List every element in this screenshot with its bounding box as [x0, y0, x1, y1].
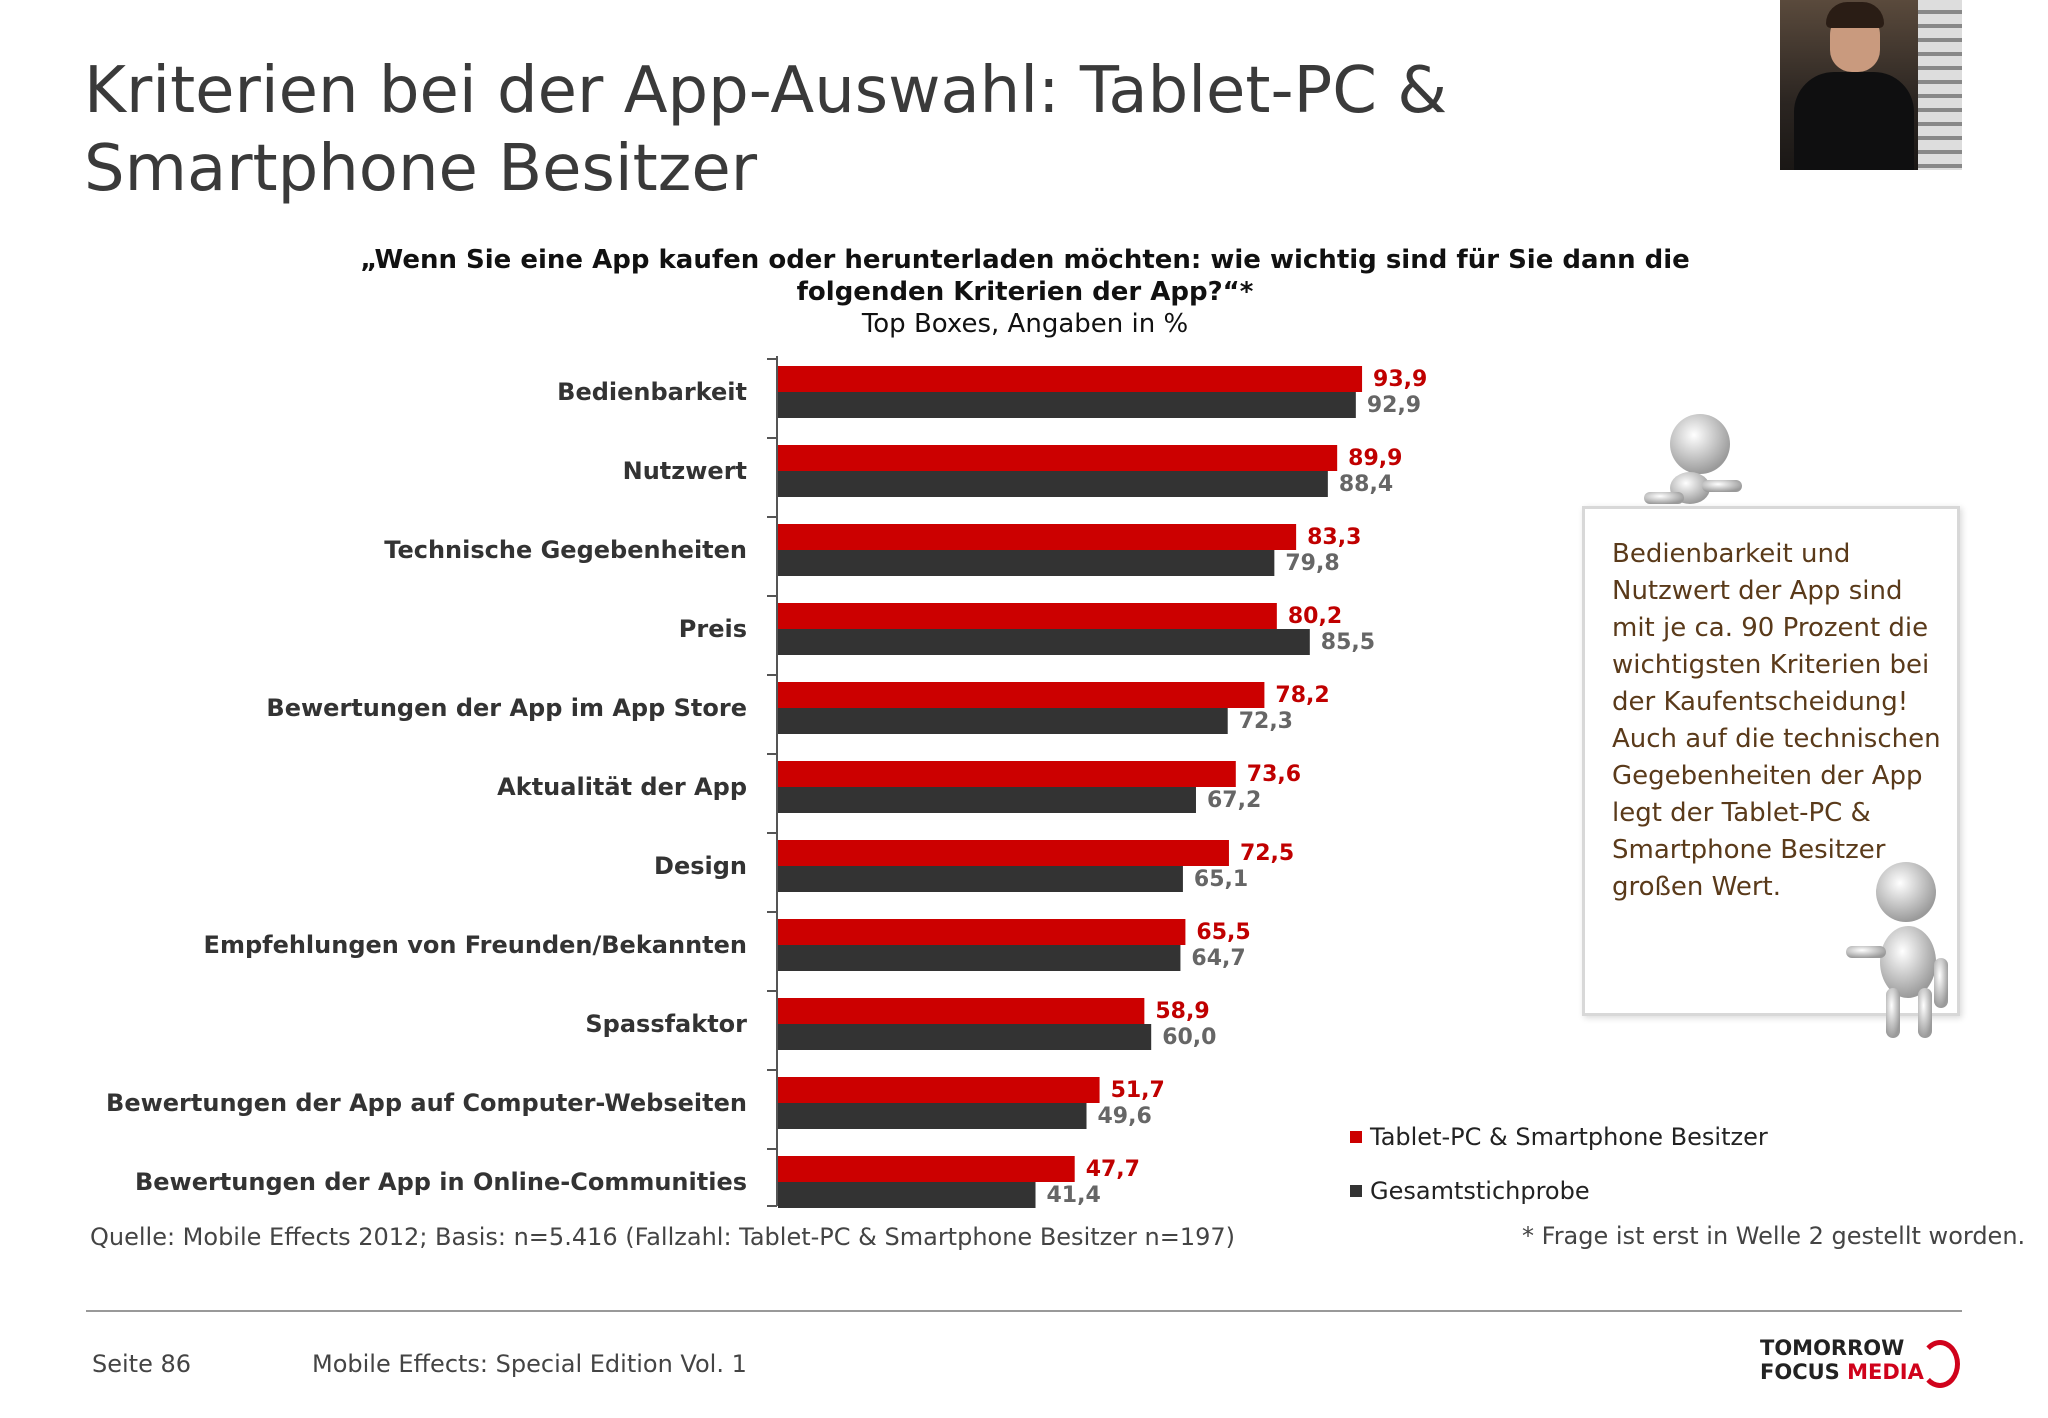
category-label: Bewertungen der App auf Computer-Webseit… [106, 1089, 747, 1117]
data-label-tablet: 89,9 [1348, 446, 1402, 471]
data-label-tablet: 58,9 [1155, 999, 1209, 1024]
page-title: Kriterien bei der App-Auswahl: Tablet-PC… [84, 54, 1448, 206]
data-label-tablet: 80,2 [1288, 604, 1342, 629]
data-label-total: 60,0 [1162, 1025, 1216, 1050]
legend-label-total: Gesamtstichprobe [1370, 1177, 1590, 1205]
figure-top-icon [1644, 414, 1742, 504]
bar-total [778, 708, 1228, 734]
data-label-total: 92,9 [1367, 393, 1421, 418]
bar-total [778, 1182, 1036, 1208]
data-label-total: 41,4 [1047, 1183, 1101, 1208]
legend-item-total: Gesamtstichprobe [1350, 1164, 1768, 1218]
bar-chart: Bedienbarkeit 93,992,9 Nutzwert 89,988,4 Tec… [106, 356, 1427, 1208]
source-note: Quelle: Mobile Effects 2012; Basis: n=5.… [90, 1223, 1235, 1251]
data-label-total: 88,4 [1339, 472, 1393, 497]
data-label-total: 67,2 [1207, 788, 1261, 813]
category-label: Bedienbarkeit [557, 378, 747, 406]
data-label-total: 65,1 [1194, 867, 1248, 892]
category-label: Preis [679, 615, 747, 643]
logo-line-1: TOMORROW [1760, 1336, 1905, 1360]
data-label-tablet: 47,7 [1086, 1157, 1140, 1182]
edition-label: Mobile Effects: Special Edition Vol. 1 [312, 1350, 747, 1378]
presenter-photo [1780, 0, 1962, 170]
legend-swatch-tablet [1350, 1131, 1362, 1143]
category-label: Bewertungen der App im App Store [266, 694, 747, 722]
category-label: Empfehlungen von Freunden/Bekannten [204, 931, 747, 959]
logo-line-2: FOCUS MEDIA [1760, 1360, 1924, 1384]
logo-ring-icon [1920, 1340, 1960, 1388]
data-label-tablet: 51,7 [1111, 1078, 1165, 1103]
data-label-total: 79,8 [1285, 551, 1339, 576]
bar-tablet [778, 1077, 1100, 1103]
data-label-tablet: 73,6 [1247, 762, 1301, 787]
bar-tablet [778, 366, 1363, 392]
bar-total [778, 471, 1328, 497]
data-label-tablet: 72,5 [1240, 841, 1294, 866]
chart-question: „Wenn Sie eine App kaufen oder herunterl… [300, 244, 1750, 340]
category-label: Technische Gegebenheiten [384, 536, 747, 564]
data-label-tablet: 93,9 [1373, 367, 1427, 392]
question-text: „Wenn Sie eine App kaufen oder herunterl… [360, 245, 1690, 307]
bar-total [778, 787, 1196, 813]
category-label: Spassfaktor [585, 1010, 747, 1038]
category-label: Bewertungen der App in Online-Communitie… [135, 1168, 747, 1196]
legend-item-tablet: Tablet-PC & Smartphone Besitzer [1350, 1110, 1768, 1164]
bar-tablet [778, 998, 1145, 1024]
bar-tablet [778, 919, 1186, 945]
bar-tablet [778, 524, 1297, 550]
category-label: Nutzwert [623, 457, 747, 485]
bar-tablet [778, 682, 1265, 708]
chart-legend: Tablet-PC & Smartphone Besitzer Gesamtst… [1350, 1110, 1768, 1218]
data-label-total: 64,7 [1191, 946, 1245, 971]
legend-swatch-total [1350, 1185, 1362, 1197]
bar-total [778, 392, 1356, 418]
data-label-tablet: 83,3 [1307, 525, 1361, 550]
data-label-tablet: 78,2 [1275, 683, 1329, 708]
company-logo: TOMORROW FOCUS MEDIA [1760, 1336, 1960, 1388]
category-label: Aktualität der App [497, 773, 747, 801]
bar-total [778, 1024, 1152, 1050]
callout-text: Bedienbarkeit und Nutzwert der App sind … [1612, 539, 1941, 902]
page-number: Seite 86 [92, 1350, 192, 1378]
bar-total [778, 945, 1181, 971]
bar-tablet [778, 840, 1229, 866]
bar-total [778, 1103, 1087, 1129]
data-label-tablet: 65,5 [1196, 920, 1250, 945]
bar-tablet [778, 1156, 1075, 1182]
legend-label-tablet: Tablet-PC & Smartphone Besitzer [1370, 1123, 1768, 1151]
category-label: Design [654, 852, 747, 880]
figure-bottom-icon [1846, 862, 1948, 1038]
bar-tablet [778, 603, 1277, 629]
bar-tablet [778, 445, 1338, 471]
bar-total [778, 550, 1275, 576]
chart-subtitle: Top Boxes, Angaben in % [861, 309, 1189, 339]
bar-total [778, 629, 1310, 655]
footnote: * Frage ist erst in Welle 2 gestellt wor… [1522, 1222, 2026, 1250]
footer-divider [86, 1310, 1962, 1312]
bar-tablet [778, 761, 1236, 787]
data-label-total: 49,6 [1098, 1104, 1152, 1129]
data-label-total: 85,5 [1321, 630, 1375, 655]
bar-total [778, 866, 1183, 892]
data-label-total: 72,3 [1239, 709, 1293, 734]
